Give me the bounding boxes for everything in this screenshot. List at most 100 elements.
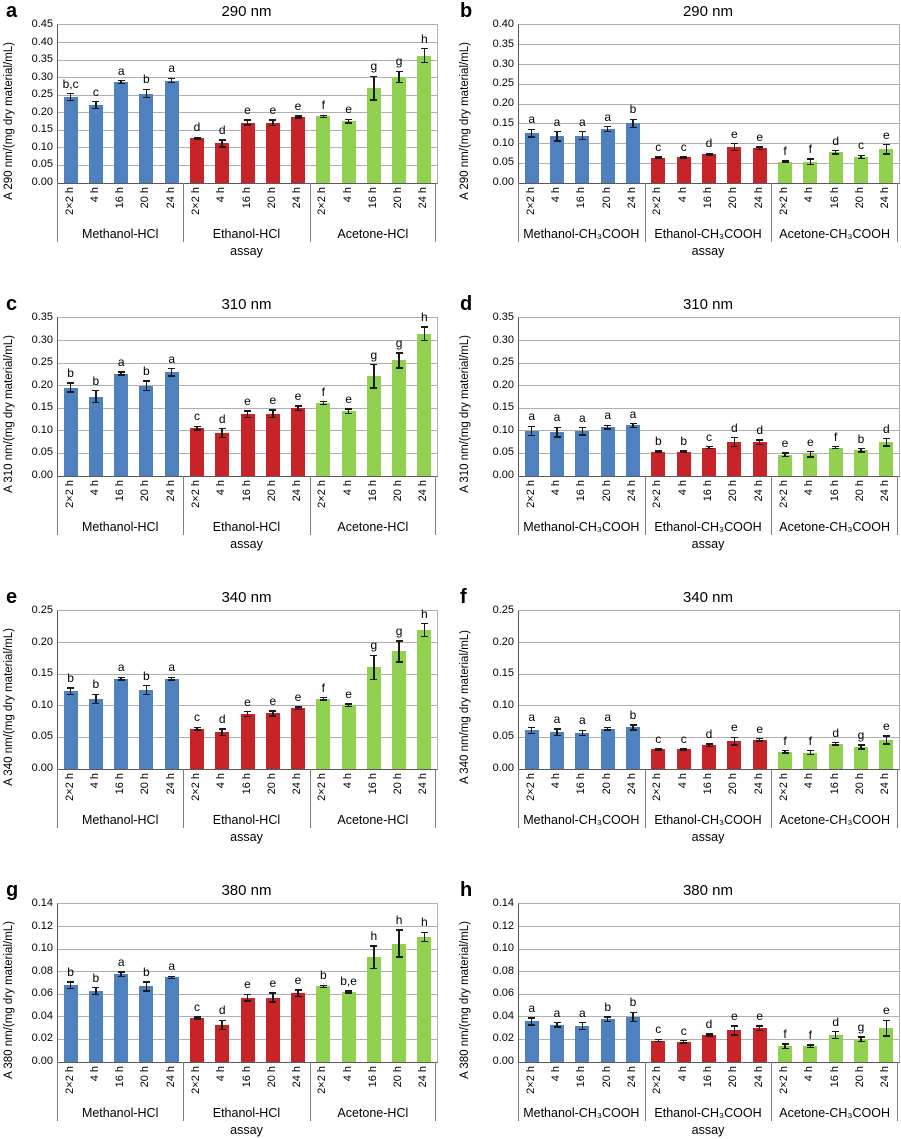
gridline <box>58 642 437 644</box>
significance-letter: f <box>783 733 787 748</box>
bar-Ethanol-HCl-4 h <box>215 143 230 183</box>
error-bar-cap-top <box>756 737 764 740</box>
significance-letter: a <box>578 410 586 425</box>
error-bar-cap-top <box>294 405 302 407</box>
bar-Methanol-HCl-20 h <box>139 986 154 1062</box>
bar-Ethanol-CH₃COOH-2×2 h <box>651 451 666 476</box>
x-tick-label: 2×2 h <box>651 1066 664 1094</box>
bar-Methanol-HCl-24 h <box>164 678 179 769</box>
bar-Acetone-HCl-2×2 h <box>316 116 331 183</box>
x-tick-label: 20 h <box>854 187 866 209</box>
bar-Acetone-HCl-20 h <box>392 360 407 476</box>
error-bar-cap-bottom <box>370 99 378 101</box>
x-tick-label: 4 h <box>550 773 562 789</box>
x-tick-label: 2×2 h <box>524 1066 537 1094</box>
bar-Methanol-CH₃COOH-24 h <box>626 425 640 476</box>
significance-letter: d <box>218 1003 226 1018</box>
error-bar-cap-top <box>193 425 201 428</box>
bar-Methanol-HCl-24 h <box>164 977 179 1062</box>
error-bar-cap-top <box>528 425 536 428</box>
error-bar-stem <box>581 131 584 140</box>
error-bar-stem <box>373 364 375 388</box>
category-separator <box>518 476 519 535</box>
error-bar-cap-top <box>117 676 125 679</box>
significance-letter: d <box>218 411 226 426</box>
error-bar-cap-top <box>269 992 277 994</box>
error-bar-cap-bottom <box>218 1028 226 1030</box>
x-tick-label: 24 h <box>626 480 638 502</box>
significance-letter: g <box>395 335 403 350</box>
error-bar-stem <box>632 423 634 428</box>
x-tick-label: 2×2 h <box>190 1066 202 1094</box>
bar-Methanol-CH₃COOH-4 h <box>550 432 564 476</box>
error-bar-cap-top <box>528 128 536 130</box>
error-bar-cap-top <box>654 450 662 452</box>
error-bar-cap-top <box>168 676 176 679</box>
x-tick-label: 2×2 h <box>190 480 202 508</box>
error-bar-cap-bottom <box>832 1037 840 1040</box>
panel-letter: a <box>6 0 18 22</box>
error-bar-cap-top <box>781 452 789 454</box>
significance-letter: f <box>321 384 325 399</box>
x-tick-label: 4 h <box>341 480 354 496</box>
error-bar-stem <box>885 438 888 446</box>
x-axis-title: assay <box>230 244 263 258</box>
significance-letter: e <box>345 102 352 117</box>
significance-letter: d <box>756 422 764 437</box>
error-bar-cap-bottom <box>370 678 378 680</box>
x-tick-label: 4 h <box>88 187 101 203</box>
error-bar-cap-top <box>244 993 251 995</box>
gridline <box>58 705 437 707</box>
error-bar-cap-top <box>553 1021 561 1024</box>
error-bar-stem <box>221 1020 223 1030</box>
error-bar-stem <box>885 1020 888 1036</box>
error-bar-stem <box>347 703 350 707</box>
error-bar-cap-top <box>680 155 688 158</box>
category-separator <box>771 476 773 535</box>
error-bar-stem <box>708 446 710 449</box>
significance-letter: c <box>680 139 687 154</box>
error-bar-stem <box>145 685 148 695</box>
significance-letter: b,e <box>340 973 357 988</box>
gridline <box>519 705 899 707</box>
bar-Methanol-HCl-2×2 h <box>63 387 78 476</box>
error-bar-cap-top <box>781 160 789 162</box>
error-bar-stem <box>657 450 660 453</box>
significance-letter: d <box>218 712 226 727</box>
panel-letter: e <box>6 586 18 608</box>
error-bar-cap-bottom <box>604 130 612 132</box>
panel-letter: d <box>460 293 473 315</box>
error-bar-cap-top <box>67 92 75 95</box>
significance-letter: f <box>321 98 325 113</box>
error-bar-cap-bottom <box>857 451 865 453</box>
error-bar-cap-bottom <box>553 734 561 737</box>
x-tick-label: 16 h <box>702 187 714 209</box>
panel-letter: f <box>460 586 467 608</box>
x-tick-label: 16 h <box>575 773 588 795</box>
error-bar-cap-top <box>781 1043 789 1045</box>
y-tick-label: 0.00 <box>492 469 514 481</box>
error-bar-cap-top <box>882 1019 890 1021</box>
significance-letter: e <box>730 720 738 735</box>
category-axis-area: 2×2 h 4 h 16 h 20 h 24 h 2×2 h 4 h 16 h 20 h 24 h… <box>518 769 898 828</box>
x-tick-label: 20 h <box>600 480 613 502</box>
category-separator <box>518 769 519 828</box>
y-tick-label: 0.08 <box>31 964 53 977</box>
x-tick-label: 16 h <box>240 480 253 502</box>
category-axis-area: 2×2 h 4 h 16 h 20 h 24 h 2×2 h 4 h 16 h 20 h 24 h… <box>518 476 898 535</box>
error-bar-cap-top <box>67 687 75 689</box>
panel-letter: c <box>6 293 18 315</box>
y-axis-title-text: A 340 nm/mg dry material/mL) <box>459 629 471 785</box>
gridline <box>519 44 899 46</box>
x-axis-title: assay <box>691 244 725 258</box>
error-bar-cap-bottom <box>654 749 662 751</box>
x-tick-label: 20 h <box>727 773 740 795</box>
y-tick-label: 0.05 <box>492 730 514 743</box>
category-separator <box>897 183 898 242</box>
error-bar-cap-top <box>345 703 353 705</box>
group-label: Methanol-CH₃COOH <box>523 520 640 534</box>
error-bar-cap-top <box>395 929 403 931</box>
significance-letter: g <box>395 623 403 638</box>
x-tick-label: 16 h <box>828 1066 841 1088</box>
x-tick-label: 24 h <box>752 773 765 795</box>
